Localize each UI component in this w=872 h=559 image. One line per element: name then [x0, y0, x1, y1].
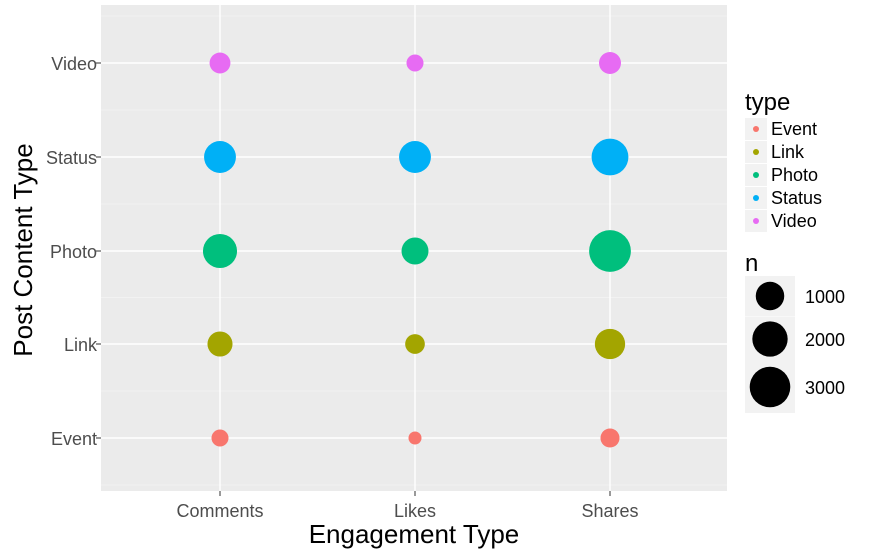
x-tick-label: Likes	[394, 501, 436, 521]
data-point-video	[599, 52, 621, 74]
data-point-photo	[589, 230, 631, 272]
x-axis: Comments Likes Shares	[176, 491, 639, 521]
legend-key-status	[753, 195, 759, 201]
data-point-photo	[401, 237, 429, 265]
data-point-status	[204, 141, 236, 173]
x-axis-title: Engagement Type	[309, 519, 520, 549]
legend-key-link	[753, 149, 759, 155]
data-point-link	[594, 328, 626, 360]
legend-label-status: Status	[771, 188, 822, 208]
legend-key-event	[753, 126, 759, 132]
legend-size-key-1000	[755, 281, 785, 311]
y-tick-label: Video	[51, 54, 97, 74]
legend-type: type Event Link Photo Status Video	[745, 89, 822, 232]
data-point-video	[209, 52, 231, 74]
data-point-photo	[202, 233, 238, 269]
y-axis: Event Link Photo Status Video	[46, 54, 101, 449]
legend-size-key-2000	[752, 321, 788, 357]
y-tick-label: Status	[46, 148, 97, 168]
legend-label-photo: Photo	[771, 165, 818, 185]
data-point-link	[405, 334, 425, 354]
legend-size-title: n	[745, 250, 758, 277]
data-points	[202, 52, 631, 448]
data-point-event	[211, 429, 229, 447]
data-point-status	[399, 141, 431, 173]
legend-size: n 1000 2000 3000	[745, 250, 845, 413]
y-tick-label: Link	[64, 335, 98, 355]
legend-size-label-3000: 3000	[805, 378, 845, 398]
legend-size-key-3000	[749, 366, 791, 408]
y-tick-label: Photo	[50, 242, 97, 262]
legend-label-video: Video	[771, 211, 817, 231]
legend-size-label-2000: 2000	[805, 330, 845, 350]
data-point-video	[406, 54, 424, 72]
data-point-event	[408, 431, 422, 445]
legend-type-title: type	[745, 89, 790, 116]
legend-size-label-1000: 1000	[805, 287, 845, 307]
data-point-status	[591, 138, 629, 176]
data-point-event	[600, 428, 620, 448]
y-axis-title: Post Content Type	[8, 143, 38, 356]
legend-label-link: Link	[771, 142, 805, 162]
x-tick-label: Comments	[176, 501, 263, 521]
x-tick-label: Shares	[581, 501, 638, 521]
legend-key-video	[753, 218, 759, 224]
y-tick-label: Event	[51, 429, 97, 449]
data-point-link	[207, 331, 233, 357]
legend-label-event: Event	[771, 119, 817, 139]
legend-key-photo	[753, 172, 759, 178]
